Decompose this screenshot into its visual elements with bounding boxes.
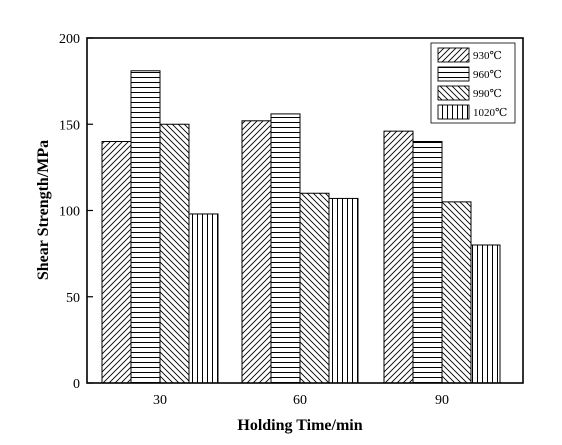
legend: 930℃ 960℃ 990℃ 1020℃ (430, 42, 516, 124)
bar-series-3-cat-60 (299, 192, 330, 384)
bar-series-1-cat-30 (101, 141, 132, 384)
legend-swatch-4 (437, 104, 470, 120)
bar-series-1-cat-90 (383, 130, 414, 384)
x-tick-label-30: 30 (153, 393, 167, 408)
y-axis-title: Shear Strength/MPa (35, 140, 52, 280)
legend-swatch-2 (437, 66, 470, 82)
y-tick-label-50: 50 (66, 291, 80, 306)
bars-group (101, 70, 501, 384)
bar-series-4-cat-90 (470, 244, 501, 384)
x-tick-label-60: 60 (293, 393, 307, 408)
legend-label-2: 960℃ (473, 69, 502, 81)
bar-series-2-cat-30 (130, 70, 161, 384)
legend-label-4: 1020℃ (473, 107, 507, 119)
bar-series-3-cat-30 (159, 123, 190, 384)
legend-label-3: 990℃ (473, 88, 502, 100)
bar-series-1-cat-60 (241, 120, 272, 384)
legend-swatch-3 (437, 85, 470, 101)
bar-series-4-cat-30 (188, 213, 219, 384)
x-tick-label-90: 90 (435, 393, 449, 408)
y-tick-label-150: 150 (59, 118, 80, 133)
bar-series-2-cat-90 (412, 141, 443, 384)
y-tick-label-0: 0 (73, 377, 80, 392)
bar-series-4-cat-60 (328, 197, 359, 384)
bar-series-2-cat-60 (270, 113, 301, 384)
legend-swatch-1 (437, 47, 470, 63)
axes-group: 0 50 100 150 200 30 60 90 (59, 32, 449, 408)
y-tick-label-100: 100 (59, 205, 80, 220)
bar-series-3-cat-90 (441, 201, 472, 384)
legend-label-1: 930℃ (473, 50, 502, 62)
y-tick-label-200: 200 (59, 32, 80, 47)
x-axis-title: Holding Time/min (237, 417, 362, 434)
